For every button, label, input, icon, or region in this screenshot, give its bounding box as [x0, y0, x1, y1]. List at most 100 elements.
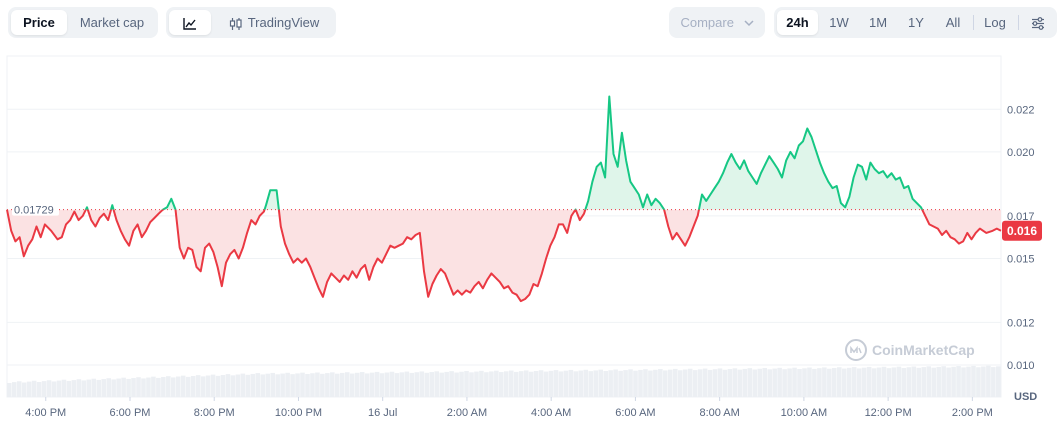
x-tick-label: 10:00 AM: [781, 407, 827, 419]
baseline-value-label: 0.01729: [14, 205, 54, 217]
log-scale-toggle[interactable]: Log: [984, 15, 1006, 30]
compare-dropdown[interactable]: Compare: [669, 7, 765, 38]
volume-bar: [936, 366, 941, 397]
volume-bar: [180, 375, 186, 397]
volume-bar: [171, 377, 176, 397]
volume-bar: [285, 372, 290, 397]
volume-bar: [797, 369, 802, 397]
volume-bar: [66, 380, 72, 397]
volume-bar: [429, 372, 435, 397]
volume-bar: [707, 369, 713, 397]
volume-bar: [56, 380, 62, 397]
volume-bar: [976, 367, 981, 397]
volume-bar: [548, 370, 554, 397]
volume-bar: [926, 366, 932, 397]
volume-bar: [141, 378, 146, 397]
x-tick-label: 8:00 PM: [194, 407, 235, 419]
volume-bar: [474, 371, 479, 397]
volume-bar: [588, 371, 594, 397]
compare-button[interactable]: Compare: [675, 10, 759, 35]
volume-bar: [573, 371, 579, 397]
x-tick-label: 4:00 AM: [531, 407, 571, 419]
volume-bar: [677, 370, 683, 397]
y-tick-label: 0.020: [1007, 147, 1035, 159]
y-axis: 0.010 0.012 0.015 0.017 0.020 0.022: [1007, 104, 1035, 372]
volume-bar: [653, 369, 658, 397]
volume-bar: [692, 370, 698, 397]
volume-bar: [876, 367, 882, 397]
x-axis: 4:00 PM 6:00 PM 8:00 PM 10:00 PM 16 Jul 2:00 …: [25, 397, 993, 419]
volume-bar: [161, 377, 166, 397]
volume-bar: [668, 369, 673, 397]
volume-bar: [325, 373, 330, 397]
price-line-above: [7, 95, 924, 210]
line-view-button[interactable]: [169, 10, 211, 35]
volume-bar: [981, 366, 986, 397]
coinmarketcap-logo-icon: [845, 339, 867, 361]
volume-bar: [931, 367, 936, 397]
volume-bar: [911, 366, 917, 397]
range-selector: 24h 1W 1M 1Y All Log: [774, 7, 1057, 38]
y-tick-label: 0.022: [1007, 104, 1035, 116]
range-all[interactable]: All: [945, 15, 961, 30]
volume-bar: [603, 371, 608, 397]
volume-bar: [578, 370, 584, 397]
volume-bar: [479, 370, 484, 397]
tab-price[interactable]: Price: [11, 10, 67, 35]
volume-bar: [732, 368, 738, 397]
current-price-tag: 0.016: [1002, 220, 1042, 241]
chart-settings-button[interactable]: [1023, 10, 1053, 35]
volume-bar: [528, 371, 534, 397]
range-1y[interactable]: 1Y: [908, 15, 924, 30]
volume-bar: [971, 365, 976, 397]
price-chart[interactable]: CoinMarketCap 0.01729 0.0100.0120.0150.0…: [0, 44, 1060, 424]
usd-unit-label: USD: [1014, 391, 1037, 403]
volume-bar: [757, 368, 763, 397]
volume-bar: [687, 368, 693, 397]
x-tick-label: 12:00 PM: [865, 407, 912, 419]
volume-bar: [986, 365, 991, 397]
volume-bar: [96, 379, 102, 397]
volume-bar: [787, 368, 792, 397]
volume-bar: [553, 370, 559, 397]
volume-bar: [832, 368, 837, 397]
volume-bar: [354, 372, 360, 397]
range-24h[interactable]: 24h: [777, 10, 818, 35]
tab-market-cap[interactable]: Market cap: [79, 15, 145, 30]
x-tick-label: 16 Jul: [368, 407, 397, 419]
volume-bar: [255, 373, 261, 397]
sliders-icon: [1032, 17, 1044, 30]
volume-bar: [628, 369, 633, 397]
range-1m[interactable]: 1M: [868, 15, 888, 30]
volume-bar: [996, 366, 1001, 397]
volume-bar: [469, 372, 474, 397]
range-1w[interactable]: 1W: [829, 15, 849, 30]
volume-bar: [991, 367, 996, 397]
volume-bar: [459, 371, 464, 397]
volume-bar: [494, 370, 499, 397]
volume-bar: [295, 373, 300, 397]
volume-bar: [399, 372, 405, 397]
volume-bar: [101, 379, 106, 397]
volume-bar: [126, 378, 131, 397]
x-tick-label: 2:00 PM: [952, 407, 993, 419]
volume-bar: [315, 372, 320, 397]
range-divider: [973, 15, 974, 30]
volume-bar: [300, 372, 305, 397]
area-fill-above: [85, 96, 923, 210]
volume-bar: [369, 372, 375, 397]
volume-bar: [86, 379, 92, 397]
volume-bar: [742, 368, 748, 397]
volume-bar: [792, 367, 797, 397]
volume-bar: [747, 368, 753, 397]
volume-bar: [727, 369, 733, 397]
volume-bar: [439, 372, 444, 397]
volume-bar: [807, 367, 812, 397]
volume-bar: [166, 376, 171, 397]
tradingview-button[interactable]: TradingView: [216, 10, 332, 35]
chart-view-toggle: TradingView: [166, 7, 336, 38]
volume-bar: [499, 372, 504, 397]
volume-bar: [61, 379, 67, 397]
volume-bar: [966, 366, 971, 397]
volume-bar: [414, 372, 420, 397]
